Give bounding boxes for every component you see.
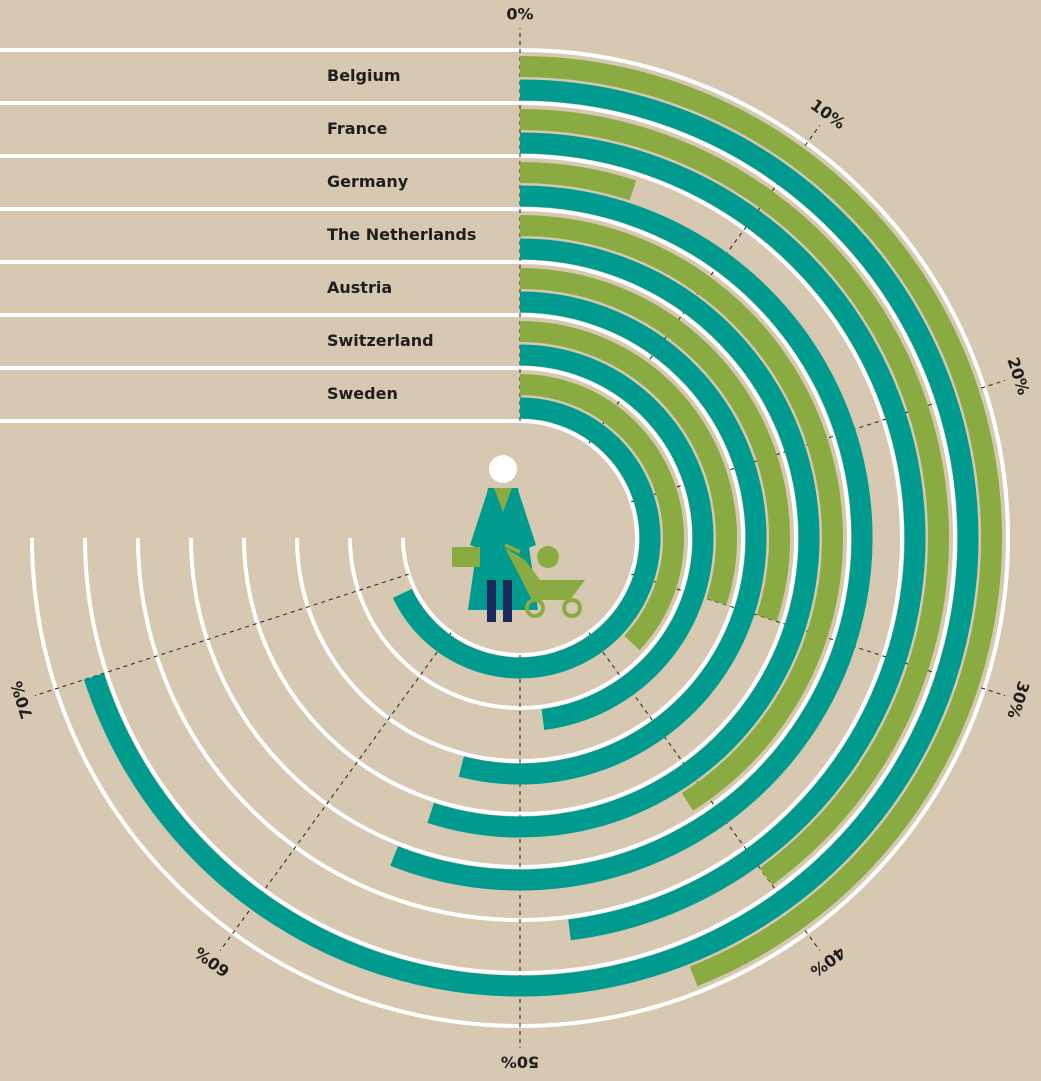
tick-label: 0% xyxy=(506,5,533,24)
page: 0%10%20%30%40%50%60%70%BelgiumFranceGerm… xyxy=(0,0,1041,1081)
category-label: France xyxy=(327,119,387,138)
category-label: Germany xyxy=(327,172,409,191)
category-label: Belgium xyxy=(327,66,401,85)
category-label: The Netherlands xyxy=(327,225,476,244)
tick-label: 50% xyxy=(501,1053,539,1072)
chart: 0%10%20%30%40%50%60%70%BelgiumFranceGerm… xyxy=(0,0,1041,1081)
category-label: Austria xyxy=(327,278,392,297)
category-label: Switzerland xyxy=(327,331,434,350)
category-label: Sweden xyxy=(327,384,398,403)
